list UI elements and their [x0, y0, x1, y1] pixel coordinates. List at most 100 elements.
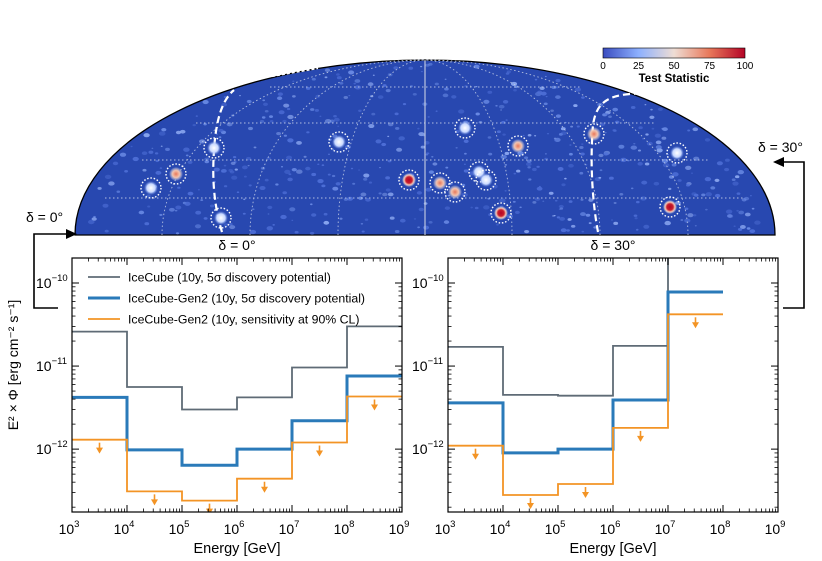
sky-speckle — [371, 112, 376, 116]
sky-speckle — [158, 131, 166, 136]
sky-speckle — [522, 134, 525, 137]
sky-speckle — [269, 120, 274, 123]
sky-speckle — [502, 100, 509, 104]
sky-speckle — [444, 87, 449, 91]
sky-speckle — [425, 63, 430, 67]
panel-title: δ = 30° — [591, 237, 636, 253]
sky-speckle — [247, 126, 254, 131]
series-gen2-sens — [72, 395, 402, 502]
sky-speckle — [559, 216, 566, 221]
sky-speckle — [175, 130, 182, 135]
sky-speckle — [393, 66, 399, 70]
y-tick-label: 10−12 — [412, 439, 444, 457]
sky-speckle — [534, 135, 537, 137]
sky-speckle — [306, 131, 310, 134]
upper-limit-arrow — [371, 399, 378, 411]
sky-speckle — [524, 229, 530, 234]
sky-speckle — [737, 169, 745, 175]
x-axis: 103 104 105 106 107 108 109 — [435, 258, 785, 537]
sky-speckle — [694, 225, 697, 227]
sky-speckle — [536, 165, 540, 168]
hotspot-ring — [468, 161, 490, 183]
x-axis: 103 104 105 106 107 108 109 — [59, 258, 409, 537]
sky-speckle — [633, 214, 638, 217]
sky-speckle — [187, 191, 194, 196]
sky-speckle — [336, 76, 342, 80]
sky-speckle — [455, 147, 458, 149]
sky-speckle — [677, 179, 682, 182]
sky-speckle — [239, 94, 241, 97]
x-axis-label: Energy [GeV] — [569, 541, 656, 557]
sky-speckle — [569, 144, 572, 146]
sky-speckle — [91, 217, 97, 221]
upper-limit-arrow — [261, 481, 268, 493]
sky-speckle — [283, 103, 290, 108]
sky-speckle — [252, 208, 255, 211]
sky-speckle — [310, 108, 315, 111]
sky-speckle — [108, 181, 115, 186]
sky-speckle — [218, 128, 224, 133]
sky-speckle — [154, 152, 159, 155]
sky-speckle — [502, 133, 506, 136]
series-gen2-sens — [448, 313, 723, 496]
sky-speckle — [88, 219, 95, 225]
sky-speckle — [428, 170, 434, 174]
sky-speckle — [183, 147, 190, 152]
sky-speckle — [97, 186, 102, 190]
x-tick-label: 104 — [490, 519, 511, 537]
x-axis-label: Energy [GeV] — [193, 541, 280, 557]
sky-speckle — [423, 202, 428, 205]
sky-speckle — [498, 104, 505, 109]
hotspot-core — [433, 176, 447, 190]
sky-speckle — [545, 95, 548, 98]
sky-speckle — [268, 115, 274, 118]
x-tick-label: 105 — [169, 519, 190, 537]
hotspot-ring — [398, 169, 420, 191]
sky-speckle — [377, 95, 384, 99]
sky-speckle — [630, 187, 634, 190]
upper-limit-arrow — [527, 498, 534, 510]
sky-speckle — [422, 134, 425, 137]
sky-speckle — [360, 192, 367, 197]
sky-speckle — [516, 169, 521, 173]
series-group — [72, 325, 402, 512]
sky-speckle — [368, 181, 373, 184]
sky-speckle — [560, 228, 567, 233]
sky-speckle — [387, 122, 394, 127]
x-tick-label: 107 — [655, 519, 676, 537]
sky-speckle — [363, 173, 370, 178]
sky-speckle — [506, 70, 512, 74]
sky-speckle — [693, 193, 699, 197]
hotspot-core — [144, 181, 158, 195]
sky-speckle — [655, 140, 662, 145]
sky-speckle — [168, 207, 175, 212]
sky-speckle — [514, 210, 520, 215]
sky-speckle — [387, 159, 392, 163]
sky-speckle — [637, 149, 642, 152]
sky-speckle — [637, 162, 643, 166]
sky-speckle — [553, 214, 556, 217]
hotspot-ring — [475, 169, 497, 191]
sky-speckle — [644, 162, 650, 166]
sky-speckle — [365, 197, 371, 202]
sky-speckle — [187, 160, 193, 164]
sky-speckle — [294, 230, 299, 234]
sky-speckle — [132, 156, 139, 162]
sky-speckle — [321, 184, 326, 188]
series-icecube — [448, 258, 669, 397]
hotspot-ring — [454, 117, 476, 139]
sky-speckle — [725, 209, 733, 214]
sky-speckle — [155, 159, 159, 163]
sky-speckle — [236, 191, 240, 194]
y-axis-label: E² × Φ [erg cm⁻² s⁻¹] — [5, 300, 21, 431]
sky-speckle — [333, 117, 340, 122]
sky-speckle — [394, 229, 400, 234]
sky-speckle — [280, 166, 284, 168]
sky-speckle — [223, 185, 228, 188]
sky-speckle — [641, 180, 648, 185]
sky-speckle — [579, 146, 584, 149]
hotspot-ring — [507, 135, 529, 157]
sky-speckle — [417, 127, 420, 130]
sky-speckle — [705, 208, 708, 211]
